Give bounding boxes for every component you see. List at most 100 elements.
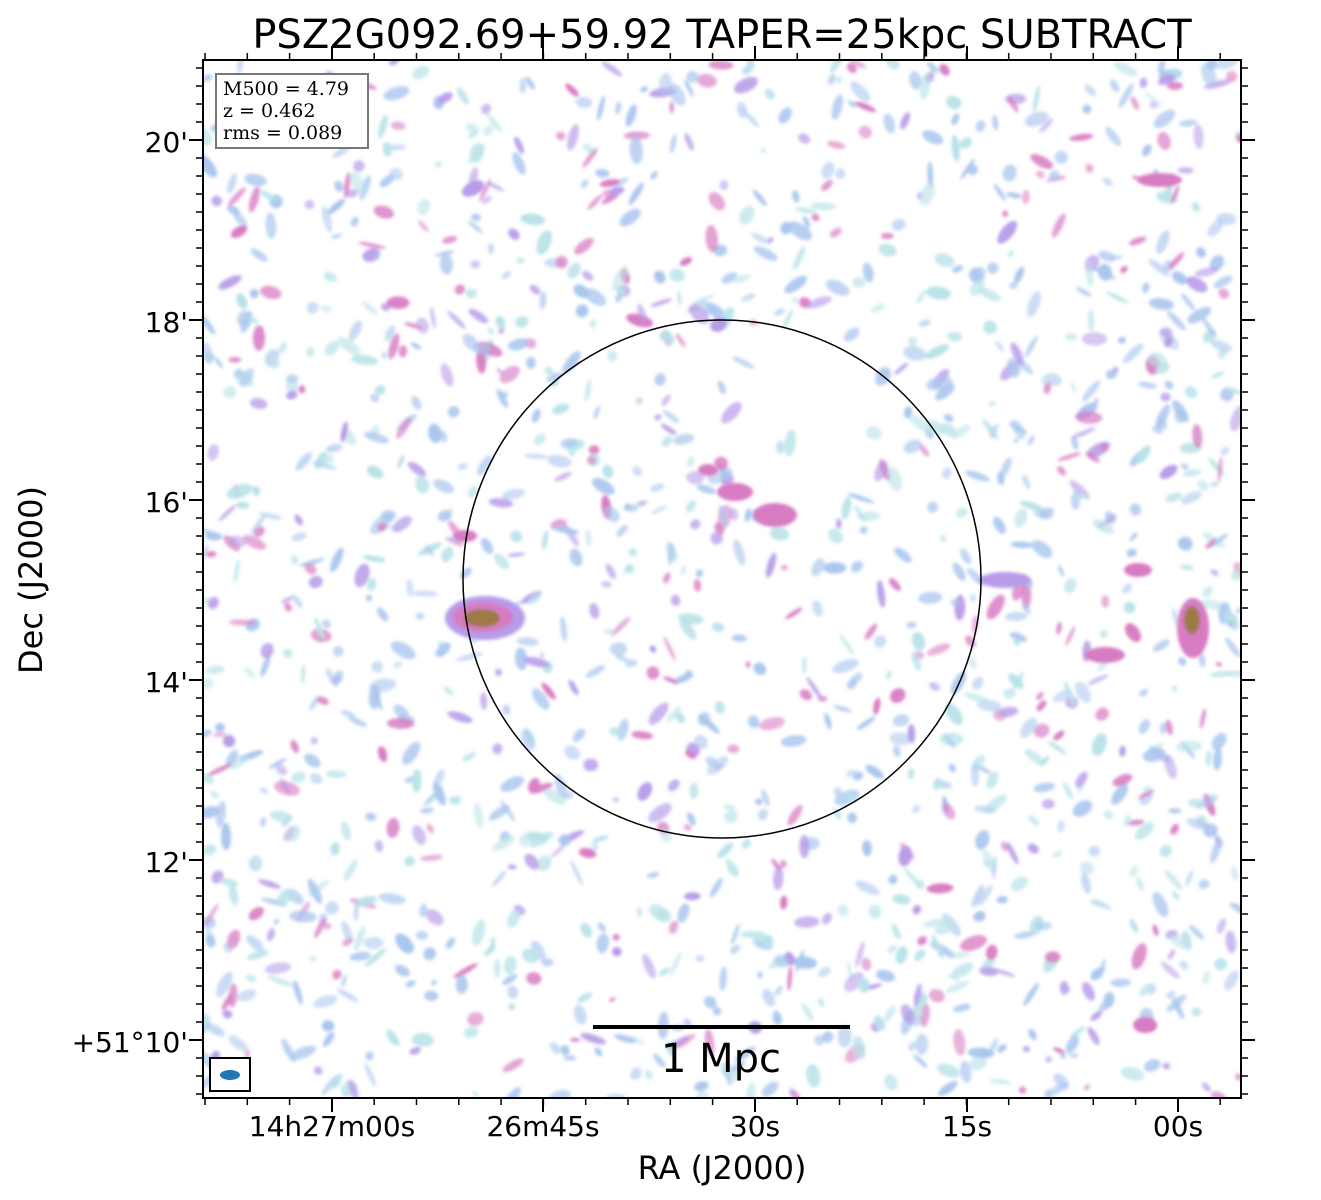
noise-blob xyxy=(945,980,969,994)
noise-blob xyxy=(286,374,299,383)
noise-blob xyxy=(941,423,957,437)
noise-blob xyxy=(1098,250,1116,262)
noise-blob xyxy=(1205,538,1217,549)
noise-blob xyxy=(995,340,1005,352)
noise-blob xyxy=(889,732,912,746)
noise-blob xyxy=(1210,569,1219,576)
noise-blob xyxy=(960,548,972,565)
noise-blob xyxy=(1175,740,1202,753)
noise-blob xyxy=(601,580,612,588)
noise-blob xyxy=(739,206,755,225)
noise-blob xyxy=(567,124,579,151)
noise-blob xyxy=(582,270,594,281)
noise-blob xyxy=(304,199,315,210)
noise-blob xyxy=(268,758,287,769)
noise-blob xyxy=(996,896,1008,904)
noise-blob xyxy=(412,65,430,80)
noise-blob xyxy=(892,894,911,905)
noise-blob xyxy=(304,753,321,768)
noise-blob xyxy=(799,834,810,859)
noise-blob xyxy=(525,76,535,90)
noise-blob xyxy=(876,580,886,608)
noise-blob xyxy=(308,575,323,589)
noise-blob xyxy=(669,951,682,977)
noise-blob xyxy=(1103,992,1115,1008)
noise-blob xyxy=(1179,960,1189,970)
noise-blob xyxy=(1065,626,1076,646)
noise-blob xyxy=(878,243,897,257)
noise-blob xyxy=(468,167,479,188)
noise-blob xyxy=(977,885,993,906)
noise-blob xyxy=(1001,841,1009,852)
noise-blob xyxy=(601,192,620,205)
noise-blob xyxy=(935,383,955,401)
noise-blob xyxy=(232,211,248,227)
noise-blob xyxy=(913,983,922,1007)
noise-blob xyxy=(888,577,901,592)
noise-blob xyxy=(1215,60,1239,70)
noise-blob xyxy=(892,714,910,727)
noise-blob xyxy=(1087,674,1109,685)
noise-blob xyxy=(1157,131,1171,151)
noise-blob xyxy=(512,152,526,175)
noise-blob xyxy=(210,791,220,799)
noise-blob xyxy=(746,1082,756,1098)
noise-blob xyxy=(667,543,675,566)
noise-blob xyxy=(294,514,303,526)
noise-blob xyxy=(1177,167,1194,174)
noise-blob xyxy=(273,919,280,925)
noise-blob xyxy=(632,466,643,476)
noise-blob xyxy=(349,717,367,727)
noise-blob xyxy=(524,453,549,460)
noise-blob xyxy=(507,909,521,928)
noise-blob xyxy=(340,421,348,443)
noise-blob xyxy=(371,661,384,673)
noise-blob xyxy=(411,396,422,410)
noise-blob xyxy=(363,936,384,950)
noise-blob xyxy=(610,177,629,189)
noise-blob xyxy=(686,456,695,467)
noise-blob xyxy=(918,443,930,457)
noise-blob xyxy=(215,723,225,732)
noise-blob xyxy=(595,168,610,178)
noise-blob xyxy=(324,340,340,356)
noise-blob xyxy=(439,430,448,443)
noise-blob xyxy=(913,1054,928,1069)
noise-blob xyxy=(212,732,227,737)
noise-blob xyxy=(225,749,238,768)
noise-blob xyxy=(364,1062,377,1087)
noise-blob xyxy=(365,1051,374,1061)
noise-blob xyxy=(277,888,294,905)
noise-blob xyxy=(680,619,697,640)
noise-blob xyxy=(953,1028,966,1056)
noise-blob xyxy=(437,92,453,104)
noise-blob xyxy=(650,483,665,492)
noise-blob xyxy=(593,405,600,420)
noise-blob xyxy=(321,1020,335,1032)
noise-blob xyxy=(637,303,648,324)
noise-blob xyxy=(526,356,536,369)
noise-blob xyxy=(629,136,643,165)
noise-blob xyxy=(792,245,806,271)
noise-blob xyxy=(868,904,882,919)
noise-blob xyxy=(895,946,908,965)
noise-blob xyxy=(865,764,884,779)
noise-blob xyxy=(862,262,874,283)
noise-blob xyxy=(915,1033,929,1056)
noise-blob xyxy=(281,1038,296,1063)
noise-blob xyxy=(529,284,541,295)
noise-blob xyxy=(973,805,997,814)
noise-blob xyxy=(507,552,526,557)
noise-blob xyxy=(1207,219,1224,237)
noise-blob xyxy=(527,592,542,605)
noise-blob xyxy=(873,697,881,715)
noise-blob xyxy=(229,753,250,770)
noise-blob xyxy=(306,301,319,314)
central-source-b xyxy=(717,483,753,501)
noise-blob xyxy=(637,906,642,917)
noise-blob xyxy=(1162,1062,1171,1070)
noise-blob xyxy=(959,1060,972,1084)
noise-blob xyxy=(686,471,705,485)
noise-blob xyxy=(658,967,670,977)
noise-blob xyxy=(601,61,623,77)
